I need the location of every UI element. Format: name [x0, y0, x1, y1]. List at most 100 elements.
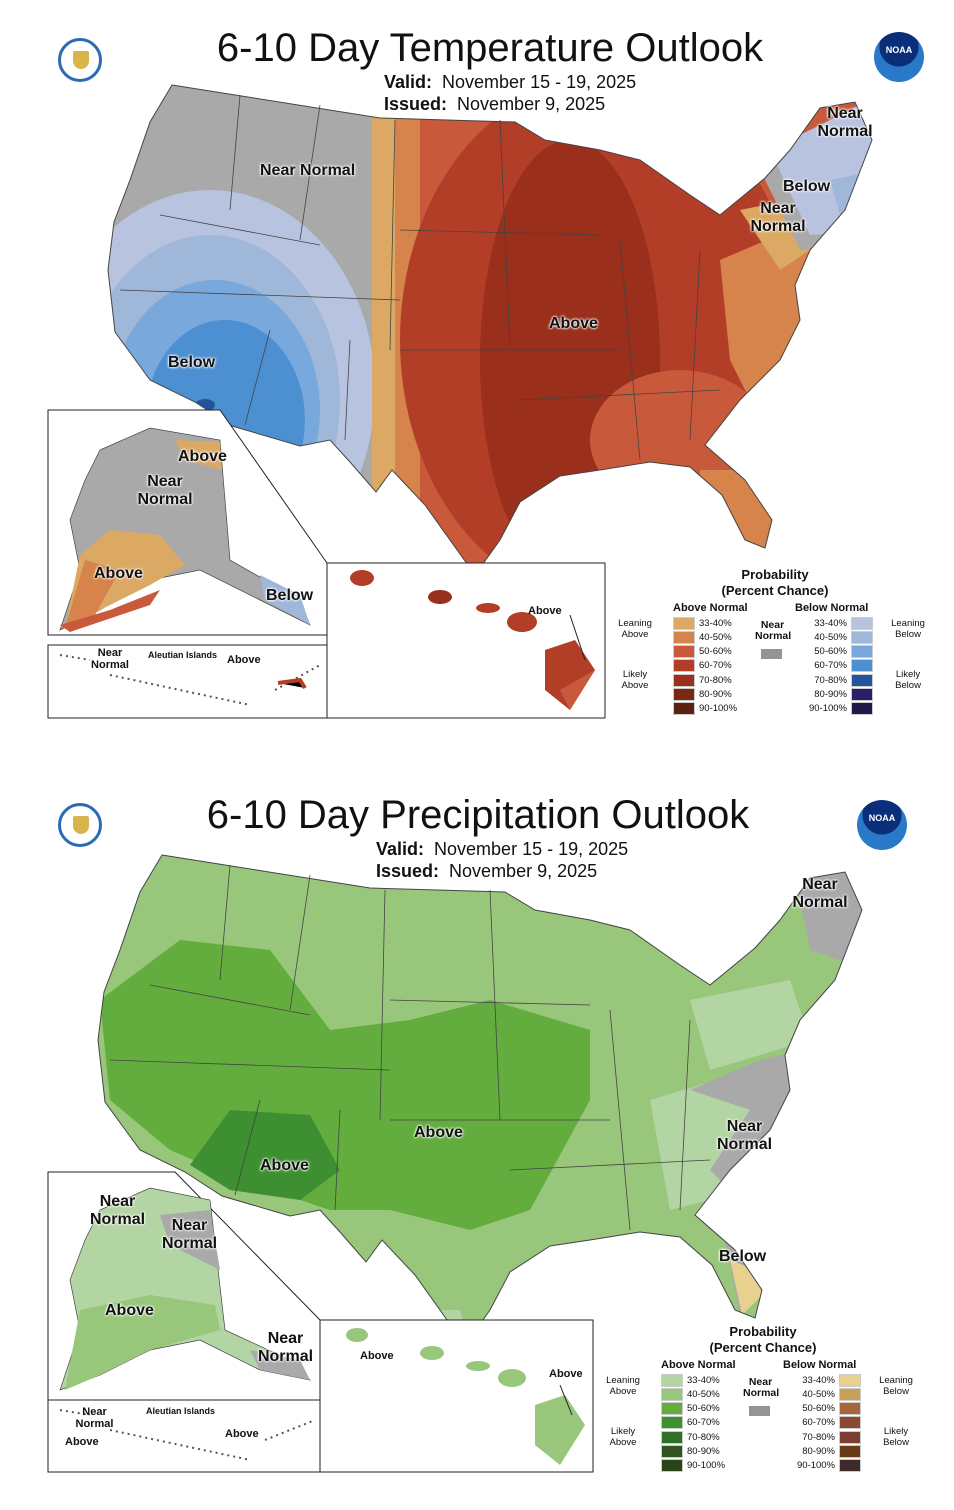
legend-range: 60-70% — [687, 1417, 720, 1429]
legend-swatch — [839, 1459, 861, 1473]
legend-below-header: Below Normal — [795, 602, 869, 614]
legend-range: 80-90% — [802, 1446, 835, 1457]
legend-range: 33-40% — [699, 617, 732, 629]
label-hi-above-east: Above — [549, 1368, 583, 1380]
legend-swatch — [673, 645, 695, 659]
label-aleut-near-normal: Near Normal — [91, 647, 129, 671]
label-nw-near-normal: Near Normal — [260, 162, 356, 179]
label-ne-near-normal: Near Normal — [817, 105, 873, 140]
doc-seal-logo — [58, 38, 102, 82]
legend-above-item: 90-100% — [673, 702, 737, 716]
legend-range: 40-50% — [814, 631, 847, 643]
legend-likely-below: Likely Below — [895, 669, 921, 691]
legend-range: 40-50% — [802, 1388, 835, 1400]
label-ak-near-normal-east: Near Normal — [161, 1217, 218, 1252]
legend-subtitle: (Percent Chance) — [721, 583, 829, 598]
legend-swatch — [839, 1373, 861, 1387]
legend-below-item: 90-100% — [793, 1459, 861, 1473]
legend-range: 40-50% — [687, 1388, 720, 1400]
legend-range: 70-80% — [699, 674, 732, 686]
legend-above-item: 80-90% — [661, 1445, 720, 1458]
legend-below-item: 50-60% — [793, 1402, 861, 1416]
legend-leaning-below: Leaning Below — [891, 618, 925, 640]
label-ak-above: Above — [178, 448, 227, 465]
legend-swatch — [673, 659, 695, 673]
label-fl-below: Below — [719, 1248, 767, 1265]
legend-below-item: 33-40% — [793, 1373, 861, 1387]
legend-range: 70-80% — [814, 674, 847, 686]
legend-swatch — [661, 1416, 683, 1430]
temp-title: 6-10 Day Temperature Outlook — [216, 26, 764, 70]
label-aleut-near-normal: Near Normal — [75, 1406, 114, 1430]
legend-above-header: Above Normal — [661, 1359, 736, 1371]
legend-below-item: 40-50% — [793, 1387, 861, 1401]
legend-range: 60-70% — [802, 1417, 835, 1429]
legend-above-item: 70-80% — [673, 673, 732, 687]
legend-range: 50-60% — [814, 646, 847, 658]
legend-likely-above: Likely Above — [621, 669, 649, 691]
legend-swatch — [673, 688, 695, 701]
legend-swatch — [851, 630, 873, 644]
label-sw-below: Below — [168, 354, 216, 371]
label-central-above: Above — [549, 315, 598, 332]
legend-swatch — [661, 1373, 683, 1387]
legend-likely-above: Likely Above — [609, 1426, 637, 1448]
legend-range: 50-60% — [802, 1403, 835, 1415]
legend-below-item: 50-60% — [805, 645, 873, 659]
legend-below-item: 70-80% — [805, 673, 873, 687]
precip-alaska-inset — [47, 1171, 321, 1473]
legend-range: 50-60% — [687, 1403, 720, 1415]
legend-range: 40-50% — [699, 631, 732, 643]
label-aleut-above: Above — [225, 1428, 259, 1440]
legend-swatch — [839, 1402, 861, 1416]
legend-below-item: 60-70% — [793, 1416, 861, 1430]
legend-swatch — [661, 1430, 683, 1444]
legend-swatch — [851, 702, 873, 716]
legend-above-item: 70-80% — [661, 1430, 720, 1444]
legend-near-swatch — [749, 1406, 770, 1416]
label-midatlantic-near-normal: Near Normal — [750, 200, 806, 235]
label-ak-sw-above: Above — [94, 565, 143, 582]
legend-likely-below: Likely Below — [883, 1426, 909, 1448]
label-ne-below: Below — [783, 178, 831, 195]
legend-swatch — [661, 1387, 683, 1401]
legend-leaning-above: Leaning Above — [606, 1375, 640, 1397]
legend-swatch — [839, 1416, 861, 1430]
legend-swatch — [851, 616, 873, 630]
label-central-above: Above — [414, 1124, 463, 1141]
legend-range: 60-70% — [814, 660, 847, 672]
legend-leaning-above: Leaning Above — [618, 618, 652, 640]
legend-swatch — [673, 702, 695, 716]
legend-swatch — [839, 1430, 861, 1444]
legend-below-item: 90-100% — [805, 702, 873, 716]
label-ak-near-normal: Near Normal — [137, 473, 193, 508]
label-aleut-above-west: Above — [65, 1436, 99, 1448]
legend-below-item: 80-90% — [805, 688, 873, 701]
legend-above-item: 60-70% — [661, 1416, 720, 1430]
precip-legend: Probability (Percent Chance) Above Norma… — [598, 1322, 928, 1477]
label-sw-above: Above — [260, 1157, 309, 1174]
legend-swatch — [851, 659, 873, 673]
label-aleut-above: Above — [227, 654, 261, 666]
legend-swatch — [839, 1387, 861, 1401]
aleutian-islands-label: Aleutian Islands — [146, 1406, 216, 1416]
legend-swatch — [661, 1402, 683, 1416]
precip-map — [47, 854, 863, 1473]
legend-range: 60-70% — [699, 660, 732, 672]
legend-title: Probability — [741, 567, 809, 582]
legend-swatch — [839, 1445, 861, 1458]
legend-above-item: 80-90% — [673, 688, 732, 701]
precip-issued: Issued: November 9, 2025 — [376, 861, 598, 881]
legend-title: Probability — [729, 1324, 797, 1339]
legend-below-header: Below Normal — [783, 1359, 857, 1371]
temp-issued: Issued: November 9, 2025 — [384, 94, 606, 114]
legend-range: 70-80% — [802, 1431, 835, 1443]
legend-above-item: 50-60% — [661, 1402, 720, 1416]
label-ak-below: Below — [266, 587, 314, 604]
label-ak-se-near-normal: Near Normal — [257, 1330, 314, 1365]
legend-above-item: 33-40% — [673, 616, 732, 630]
legend-range: 33-40% — [802, 1374, 835, 1386]
legend-range: 33-40% — [814, 617, 847, 629]
legend-range: 90-100% — [687, 1460, 726, 1472]
